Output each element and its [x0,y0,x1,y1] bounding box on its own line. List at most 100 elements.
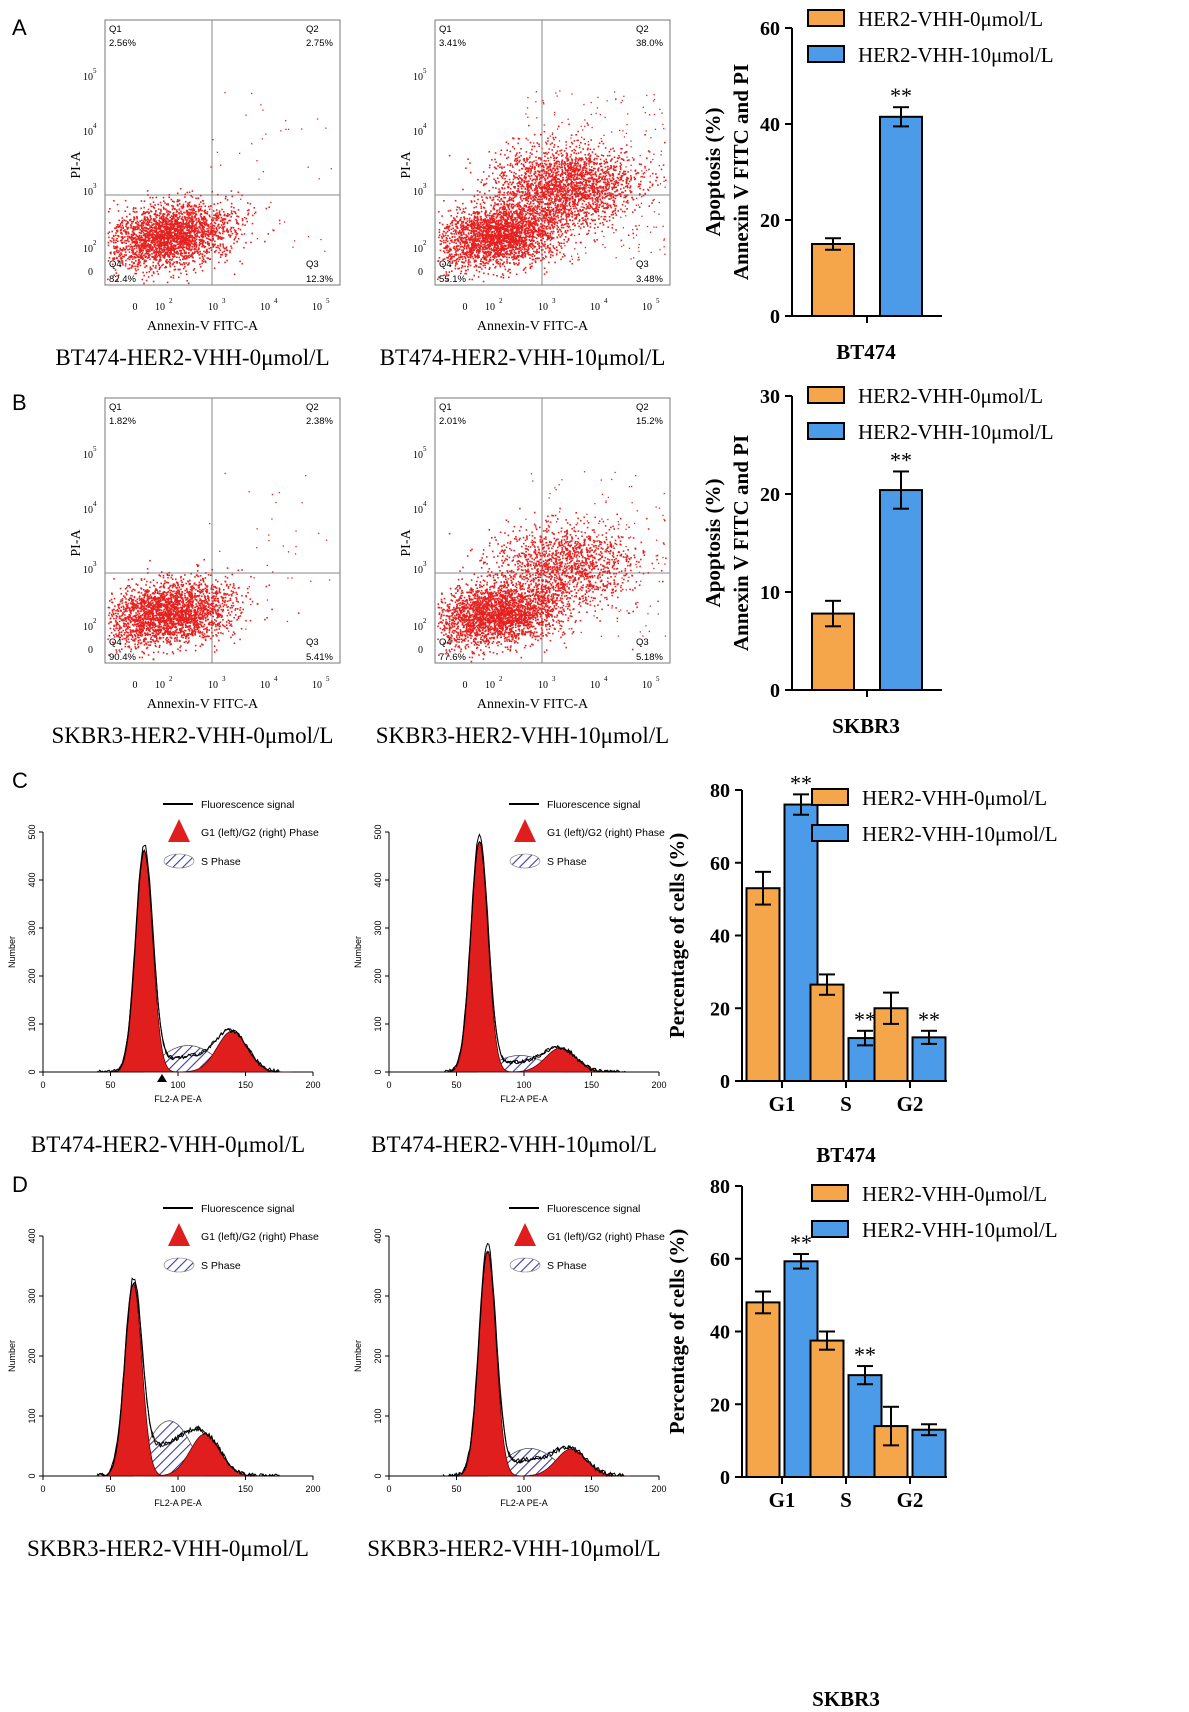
cell-dot [161,264,163,267]
cell-dot [482,206,485,209]
cell-dot [541,239,543,242]
cell-dot [115,272,118,274]
cell-dot [160,253,162,255]
cell-dot [120,228,123,231]
cell-dot [208,208,211,211]
cell-dot [510,218,512,220]
cell-dot [480,241,482,244]
cell-dot [519,214,521,216]
cell-dot [530,239,533,241]
cell-dot [481,246,484,249]
cell-dot [147,194,149,196]
cell-dot [202,241,204,244]
cell-dot [249,203,252,205]
cell-dot [184,258,187,260]
cell-dot [152,280,155,283]
cell-dot [184,236,186,238]
cell-dot [549,236,552,238]
cell-dot [198,236,201,238]
cell-dot [180,226,183,228]
cell-dot [198,205,201,208]
cell-dot [492,236,494,239]
cell-dot [488,214,490,217]
cell-dot [173,269,176,271]
quadrant-label: Q3 [306,259,319,270]
cell-dot [245,114,247,116]
cell-dot [148,235,150,237]
cell-dot [533,226,535,228]
cell-dot [556,228,558,230]
cell-dot [476,240,479,242]
cell-dot [517,235,520,237]
cell-dot [503,230,506,232]
cell-dot [459,229,461,232]
cell-dot [127,267,129,270]
cell-dot [158,259,161,262]
cell-dot [161,233,163,236]
cell-dot [506,225,509,228]
x-tick-exponent: 3 [222,297,226,305]
cell-dot [455,261,458,263]
cell-dot [183,227,186,230]
cell-dot [149,225,151,227]
cell-dot [116,251,118,254]
cell-dot [192,240,194,243]
cell-dot [475,239,477,241]
cell-dot [178,203,181,205]
cell-dot [110,240,113,243]
cell-dot [548,227,550,229]
cell-dot [137,263,140,266]
cell-dot [134,265,136,268]
cell-dot [318,178,320,180]
cell-dot [126,206,129,208]
cell-dot [180,239,182,241]
cell-dot [541,243,544,245]
cell-dot [113,247,115,249]
cell-dot [504,252,506,254]
cell-dot [451,236,454,238]
cell-dot [560,258,562,261]
cell-dot [564,255,566,257]
cell-dot [131,240,134,243]
cell-dot [481,261,484,263]
cell-dot [124,210,127,212]
cell-dot [482,226,485,228]
cell-dot [110,251,112,254]
cell-dot [216,151,219,153]
cell-dot [187,239,189,242]
cell-dot [221,232,224,235]
cell-dot [214,251,216,253]
cell-dot [215,209,218,211]
cell-dot [480,219,483,222]
cell-dot [141,223,143,226]
cell-dot [114,246,117,248]
cell-dot [172,207,174,209]
cell-dot [466,220,469,223]
cell-dot [506,235,508,237]
cell-dot [193,244,196,246]
cell-dot [115,247,117,249]
cell-dot [182,244,184,247]
cell-dot [540,219,543,221]
cell-dot [470,225,473,227]
cell-dot [115,232,117,234]
cell-dot [519,217,521,219]
cell-dot [167,204,169,206]
cell-dot [194,271,197,274]
cell-dot [278,219,281,222]
cell-dot [268,206,270,209]
cell-dot [484,266,487,269]
cell-dot [143,218,145,221]
cell-dot [487,243,489,246]
cell-dot [251,214,254,217]
cell-dot [157,243,159,246]
cell-dot [134,211,136,213]
cell-dot [484,227,486,229]
cell-dot [494,241,497,244]
cell-dot [478,255,480,258]
cell-dot [518,236,520,238]
cell-dot [509,250,511,252]
cell-dot [188,203,190,205]
cell-dot [155,225,157,227]
cell-dot [466,238,468,241]
